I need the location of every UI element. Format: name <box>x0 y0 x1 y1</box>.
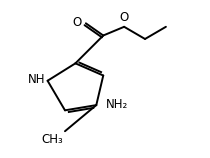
Text: NH: NH <box>28 73 45 86</box>
Text: NH₂: NH₂ <box>106 98 128 111</box>
Text: O: O <box>72 16 81 29</box>
Text: CH₃: CH₃ <box>42 133 63 146</box>
Text: O: O <box>119 11 129 24</box>
